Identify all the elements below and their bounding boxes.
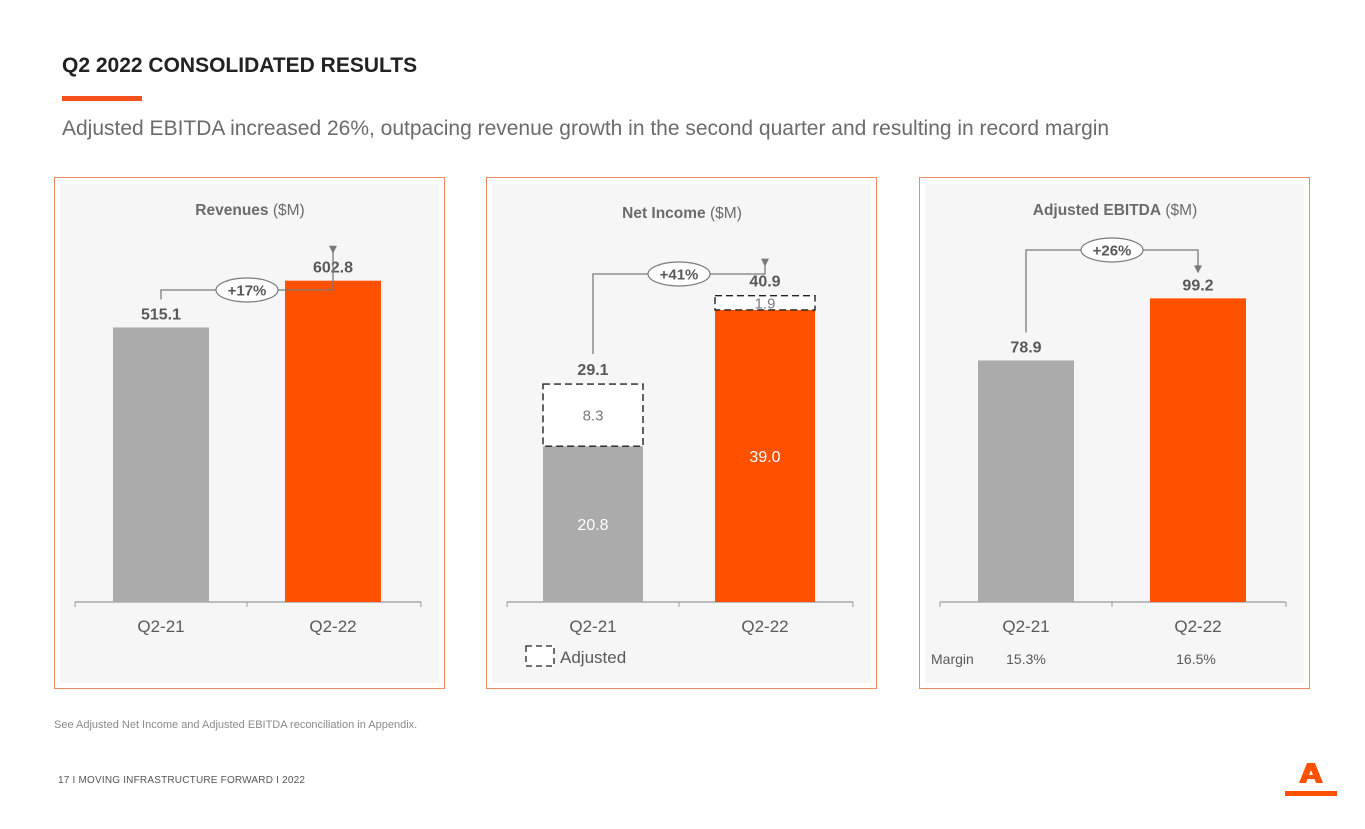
- growth-badge-label: +41%: [660, 267, 699, 284]
- margin-value: 15.3%: [1006, 651, 1046, 667]
- page-title: Q2 2022 CONSOLIDATED RESULTS: [62, 54, 418, 77]
- growth-arrow-icon: [329, 245, 337, 254]
- chart-title: Revenues ($M): [195, 202, 304, 219]
- chart-title-unit: ($M): [1161, 202, 1197, 219]
- chart-title-unit: ($M): [706, 205, 742, 222]
- margin-label: Margin: [931, 651, 974, 667]
- chart-title-unit: ($M): [269, 202, 305, 219]
- x-tick-label: Q2-21: [1002, 617, 1049, 636]
- footer-text: 17 I MOVING INFRASTRUCTURE FORWARD I 202…: [58, 775, 306, 786]
- chart-title-bold: Net Income: [622, 205, 706, 222]
- bar-adjusted-q2-22: [714, 294, 816, 311]
- x-tick-label: Q2-22: [1174, 617, 1221, 636]
- title-accent-rule: [62, 96, 142, 101]
- legend-label: Adjusted: [560, 648, 626, 667]
- bar-total-label: 29.1: [577, 362, 608, 379]
- bar-segment-label: 1.9: [755, 295, 776, 312]
- company-logo-icon: [1285, 763, 1337, 796]
- revenues-chart-panel: Revenues ($M) Q2-21 Q2-22 515.1 602.8 +17%: [54, 177, 445, 689]
- net-income-chart: Net Income ($M) Q2-21 Q2-22 20.8 8.3 29.1 39.0…: [506, 205, 854, 667]
- net-income-chart-panel: Net Income ($M) Q2-21 Q2-22 20.8 8.3 29.1 39.0…: [486, 177, 877, 689]
- bar-net-income-q2-22: [715, 309, 815, 602]
- chart-title-bold: Revenues: [195, 202, 268, 219]
- bar-value-label: 99.2: [1182, 277, 1213, 294]
- bar-value-label: 515.1: [141, 306, 181, 323]
- page-subtitle: Adjusted EBITDA increased 26%, outpacing…: [62, 117, 1110, 140]
- x-tick-label: Q2-22: [309, 617, 356, 636]
- bar-segment-label: 39.0: [749, 449, 780, 466]
- bar-q2-21: [113, 327, 209, 602]
- x-tick-label: Q2-22: [741, 617, 788, 636]
- bar-net-income-q2-21: [543, 446, 643, 602]
- growth-badge: [1080, 237, 1144, 263]
- x-tick-label: Q2-21: [137, 617, 184, 636]
- bar-segment-label: 8.3: [583, 408, 604, 425]
- bar-q2-22: [1150, 298, 1246, 602]
- margin-value: 16.5%: [1176, 651, 1216, 667]
- footnote: See Adjusted Net Income and Adjusted EBI…: [54, 719, 418, 731]
- growth-arrow-icon: [1194, 265, 1202, 274]
- bar-value-label: 78.9: [1010, 339, 1041, 356]
- chart-title: Net Income ($M): [622, 205, 742, 222]
- bar-segment-label: 20.8: [577, 517, 608, 534]
- legend-swatch-adjusted: [525, 645, 555, 667]
- adjusted-ebitda-chart: Adjusted EBITDA ($M) Q2-21 Q2-22 78.9 99.2 +2…: [931, 202, 1287, 667]
- chart-title: Adjusted EBITDA ($M): [1033, 202, 1197, 219]
- growth-badge: [647, 261, 711, 287]
- bar-adjusted-q2-21: [542, 383, 644, 447]
- growth-badge: [215, 277, 279, 303]
- adjusted-ebitda-chart-panel: Adjusted EBITDA ($M) Q2-21 Q2-22 78.9 99.2 +2…: [919, 177, 1310, 689]
- growth-arrow-icon: [761, 258, 769, 267]
- bar-total-label: 40.9: [749, 274, 780, 291]
- x-tick-label: Q2-21: [569, 617, 616, 636]
- growth-badge-label: +26%: [1093, 243, 1132, 260]
- bar-q2-22: [285, 280, 381, 602]
- growth-badge-label: +17%: [228, 283, 267, 300]
- chart-title-bold: Adjusted EBITDA: [1033, 202, 1161, 219]
- bar-q2-21: [978, 360, 1074, 602]
